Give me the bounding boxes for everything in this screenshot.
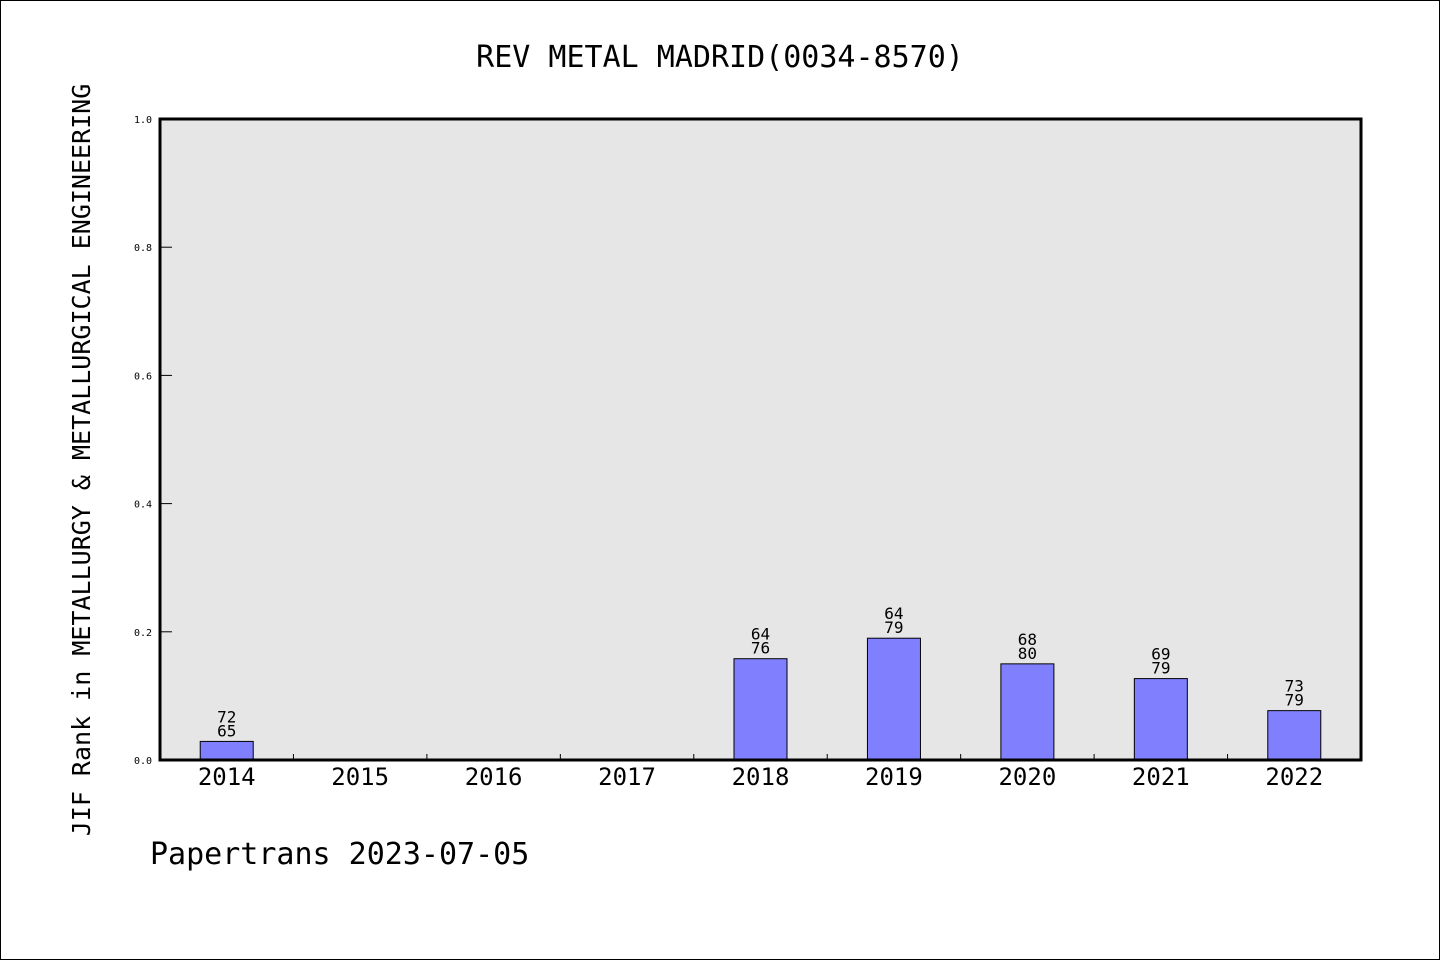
bar-label-total-2021: 79 bbox=[1151, 659, 1170, 678]
bar-label-total-2014: 65 bbox=[217, 721, 236, 740]
x-tick-label-2021: 2021 bbox=[1132, 763, 1190, 791]
bar-label-rank-2022: 73 bbox=[1285, 677, 1304, 696]
bar-label-total-2022: 79 bbox=[1285, 691, 1304, 710]
footer-credit: Papertrans 2023-07-05 bbox=[150, 837, 529, 872]
y-axis-label: JIF Rank in METALLURGY & METALLURGICAL E… bbox=[67, 84, 96, 837]
bar-label-rank-2019: 64 bbox=[884, 604, 903, 623]
bar-2022 bbox=[1267, 710, 1322, 761]
plot-border bbox=[158, 117, 1363, 762]
y-tick-label-1.0: 1.0 bbox=[134, 115, 152, 126]
y-tick-label-0.0: 0.0 bbox=[134, 756, 152, 767]
bar-label-rank-2020: 68 bbox=[1018, 630, 1037, 649]
bar-label-total-2018: 76 bbox=[751, 639, 770, 658]
x-tick-label-2014: 2014 bbox=[198, 763, 256, 791]
bar-label-rank-2021: 69 bbox=[1151, 645, 1170, 664]
bar-label-total-2019: 79 bbox=[884, 618, 903, 637]
bar-label-rank-2014: 72 bbox=[217, 707, 236, 726]
bar-label-rank-2018: 64 bbox=[751, 625, 770, 644]
y-tick-label-0.2: 0.2 bbox=[134, 628, 152, 639]
chart-title: REV METAL MADRID(0034-8570) bbox=[476, 40, 964, 75]
bar-2018 bbox=[733, 658, 788, 761]
bar-2014 bbox=[199, 740, 254, 761]
x-tick-label-2017: 2017 bbox=[598, 763, 656, 791]
bars-group bbox=[199, 637, 1322, 761]
x-tick-label-2022: 2022 bbox=[1265, 763, 1323, 791]
y-tick-label-0.4: 0.4 bbox=[134, 500, 152, 511]
x-tick-label-2018: 2018 bbox=[732, 763, 790, 791]
bar-2021 bbox=[1133, 678, 1188, 761]
bar-2019 bbox=[866, 637, 921, 761]
bar-label-total-2020: 80 bbox=[1018, 644, 1037, 663]
plot-area bbox=[160, 119, 1361, 760]
y-tick-label-0.8: 0.8 bbox=[134, 243, 152, 254]
x-tick-label-2015: 2015 bbox=[331, 763, 389, 791]
x-tick-label-2016: 2016 bbox=[465, 763, 523, 791]
x-tick-label-2019: 2019 bbox=[865, 763, 923, 791]
bar-2020 bbox=[1000, 663, 1055, 761]
x-axis-ticks: 2014 2015 2016 2017 2018 2019 2020 2021 2022 bbox=[198, 754, 1323, 791]
y-tick-label-0.6: 0.6 bbox=[134, 371, 152, 382]
x-tick-label-2020: 2020 bbox=[998, 763, 1056, 791]
